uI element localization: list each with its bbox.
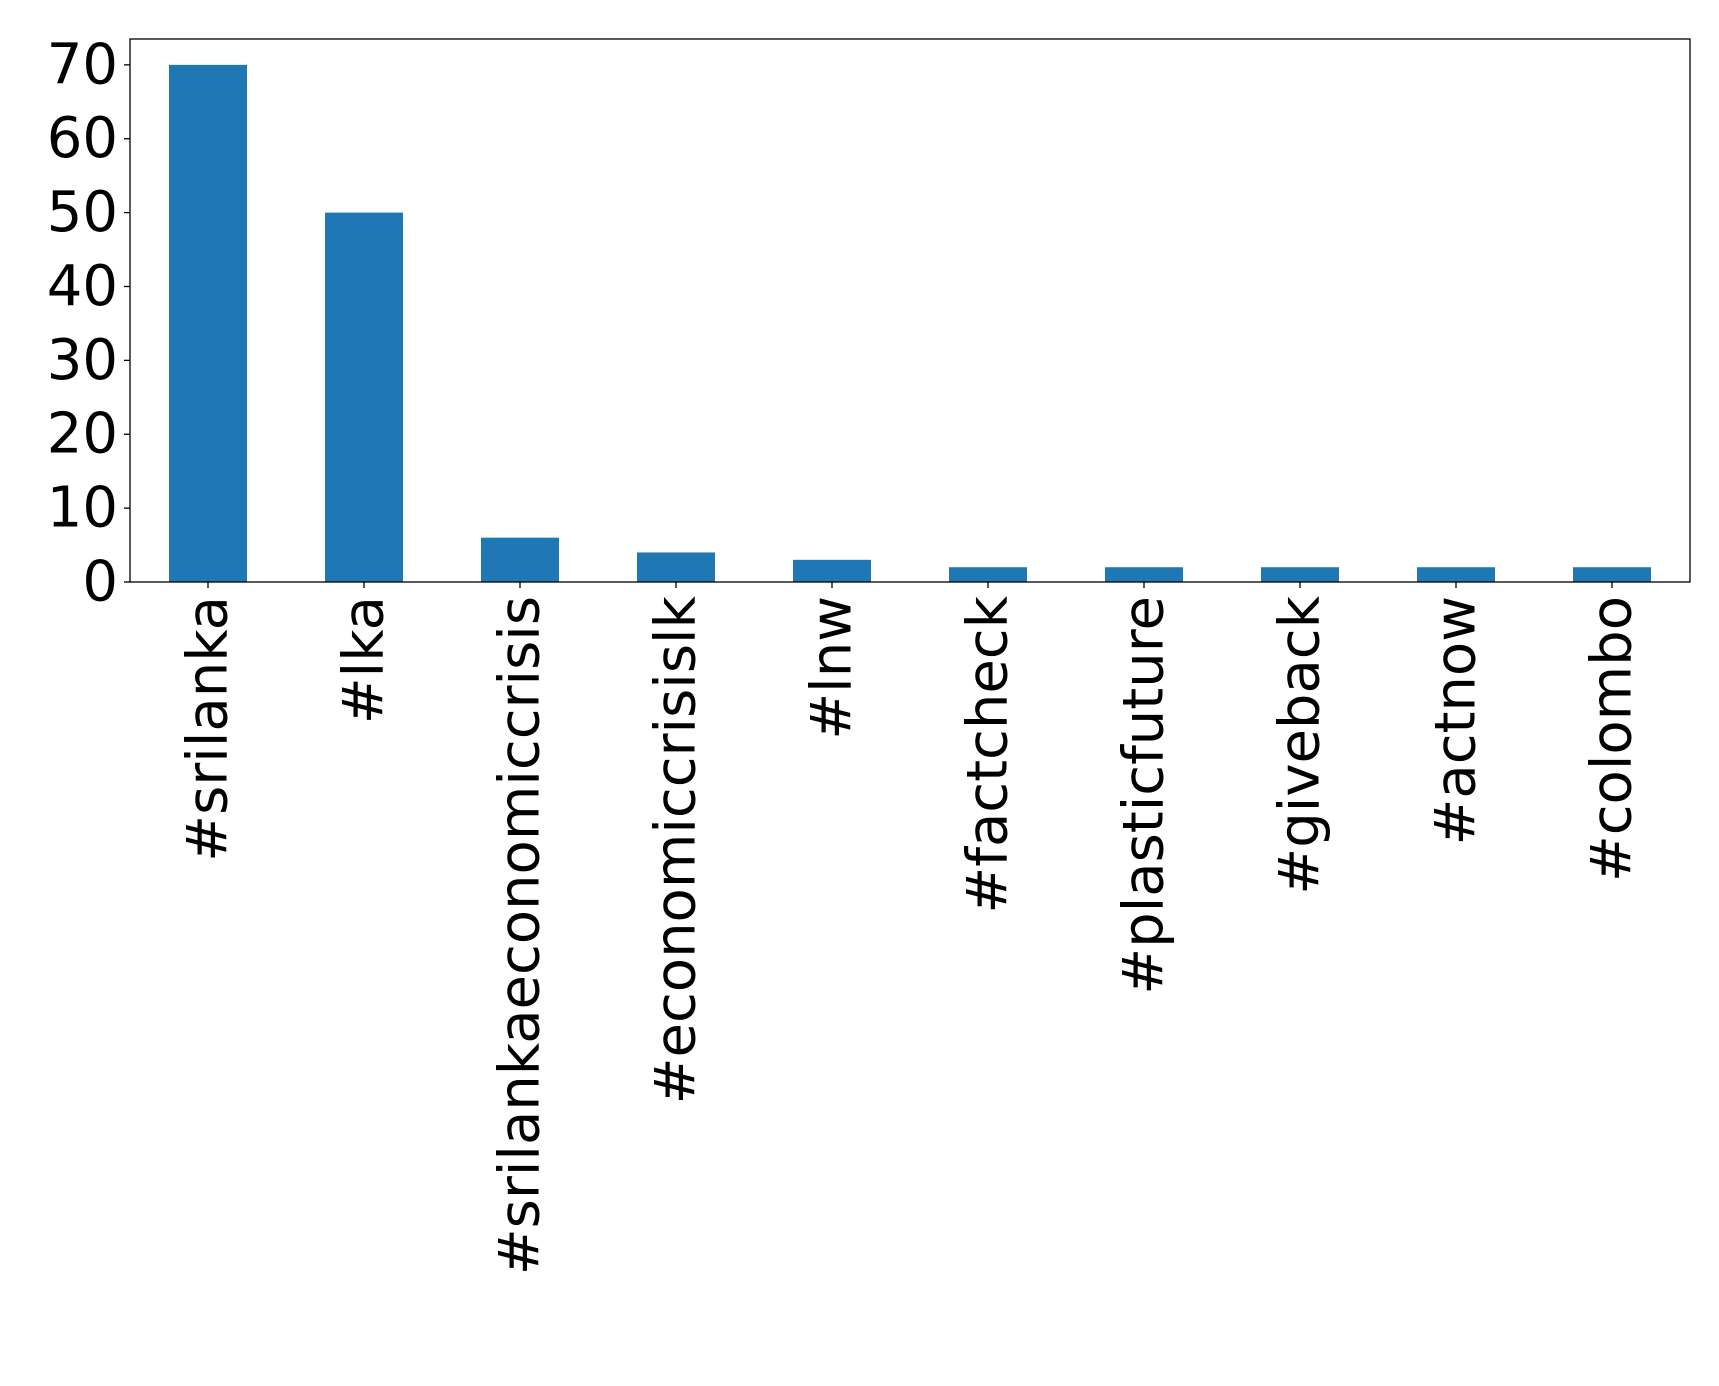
x-tick-label: #factcheck xyxy=(956,595,1021,913)
bar-plasticfuture xyxy=(1105,567,1183,582)
y-axis: 0 10 20 30 40 50 60 70 xyxy=(47,32,130,615)
plot-frame xyxy=(129,38,1691,583)
bar-economiccrisislk xyxy=(637,552,715,582)
x-tick-label: #colombo xyxy=(1580,596,1645,882)
bar-giveback xyxy=(1261,567,1339,582)
x-axis: #srilanka #lka #srilankaeconomiccrisis #eco… xyxy=(176,582,1645,1275)
bar-srilankaeconomiccrisis xyxy=(481,537,559,582)
bar-factcheck xyxy=(949,567,1027,582)
y-tick-label: 30 xyxy=(47,328,118,393)
x-tick-label: #actnow xyxy=(1424,596,1489,846)
x-tick-label: #lnw xyxy=(800,596,865,740)
x-tick-label: #lka xyxy=(332,596,397,724)
x-tick-label: #srilanka xyxy=(176,596,241,862)
y-tick-label: 50 xyxy=(47,180,118,245)
x-tick-label: #giveback xyxy=(1268,595,1333,894)
x-tick-label: #economiccrisislk xyxy=(644,595,709,1104)
bar-colombo xyxy=(1573,567,1651,582)
y-tick-label: 20 xyxy=(47,402,118,467)
x-tick-label: #srilankaeconomiccrisis xyxy=(488,596,553,1275)
bar-srilanka xyxy=(169,64,247,583)
y-tick-label: 60 xyxy=(47,106,118,171)
y-tick-label: 40 xyxy=(47,254,118,319)
bar-lka xyxy=(325,212,403,582)
bars-group xyxy=(169,64,1651,583)
y-tick-label: 0 xyxy=(82,550,118,615)
x-tick-label: #plasticfuture xyxy=(1112,596,1177,995)
bar-actnow xyxy=(1417,567,1495,582)
bar-lnw xyxy=(793,559,871,582)
y-tick-label: 70 xyxy=(47,32,118,97)
y-tick-label: 10 xyxy=(47,476,118,541)
